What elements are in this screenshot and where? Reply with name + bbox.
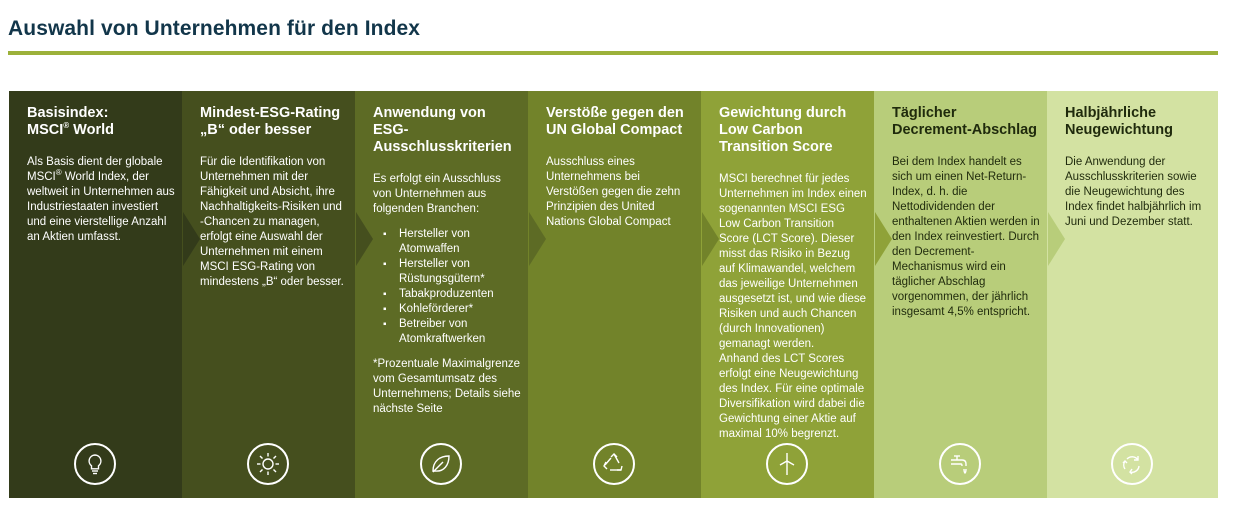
wind-turbine-icon (766, 443, 808, 485)
water-tap-icon (939, 443, 981, 485)
cycle-arrows-icon (1110, 443, 1153, 485)
step-description: MSCI berechnet für jedes Unternehmen im … (719, 173, 867, 440)
process-chevron-row: Basisindex: MSCI® World Als Basis dient … (9, 91, 1218, 498)
page-title: Auswahl von Unternehmen für den Index (8, 17, 421, 40)
list-item: Kohleförderer* (383, 302, 521, 317)
step-description: Für die Identifikation von Unternehmen m… (200, 156, 344, 288)
step-panel-basisindex: Basisindex: MSCI® World Als Basis dient … (9, 91, 200, 498)
step-title: Basisindex: MSCI® World (27, 105, 114, 138)
title-underline (8, 51, 1218, 55)
list-item: Hersteller von Atomwaffen (383, 227, 521, 257)
step-title: Verstöße gegen den UN Global Compact (546, 105, 684, 138)
step-panel-esg-rating: Mindest-ESG-Rating „B“ oder besser Für d… (182, 91, 373, 498)
footnote: *Prozentuale Maximalgrenze vom Gesamtums… (373, 358, 521, 415)
step-panel-decrement: Täglicher Decrement-Abschlag Bei dem Ind… (874, 91, 1065, 498)
leaf-icon (420, 443, 462, 485)
step-panel-lct-score: Gewichtung durch Low Carbon Transition S… (701, 91, 892, 498)
sun-icon (247, 443, 289, 485)
step-title: Gewichtung durch Low Carbon Transition S… (719, 105, 847, 155)
step-panel-ausschlusskriterien: Anwendung von ESG-Ausschlusskriterien Es… (355, 91, 546, 498)
list-item: Betreiber von Atomkraftwerken (383, 317, 521, 347)
step-title: Halbjährliche Neugewichtung (1065, 105, 1173, 138)
step-title: Anwendung von ESG-Ausschlusskriterien (373, 105, 512, 155)
step-description: Die Anwendung der Ausschlusskriterien so… (1065, 156, 1202, 228)
recycle-icon (593, 443, 635, 485)
exclusion-list: Hersteller von Atomwaffen Hersteller von… (373, 227, 521, 347)
step-description: Als Basis dient der globale MSCI® World … (27, 156, 175, 243)
step-panel-neugewichtung: Halbjährliche Neugewichtung Die Anwendun… (1047, 91, 1218, 498)
step-panel-global-compact: Verstöße gegen den UN Global Compact Aus… (528, 91, 719, 498)
list-item: Hersteller von Rüstungsgütern* (383, 257, 521, 287)
lightbulb-icon (74, 443, 116, 485)
list-item: Tabakproduzenten (383, 287, 521, 302)
step-title: Täglicher Decrement-Abschlag (892, 105, 1038, 138)
step-description: Bei dem Index handelt es sich um einen N… (892, 156, 1040, 318)
step-description: Es erfolgt ein Ausschluss von Unternehme… (373, 172, 521, 417)
step-title: Mindest-ESG-Rating „B“ oder besser (200, 105, 341, 138)
step-description: Ausschluss eines Unternehmens bei Verstö… (546, 156, 681, 228)
